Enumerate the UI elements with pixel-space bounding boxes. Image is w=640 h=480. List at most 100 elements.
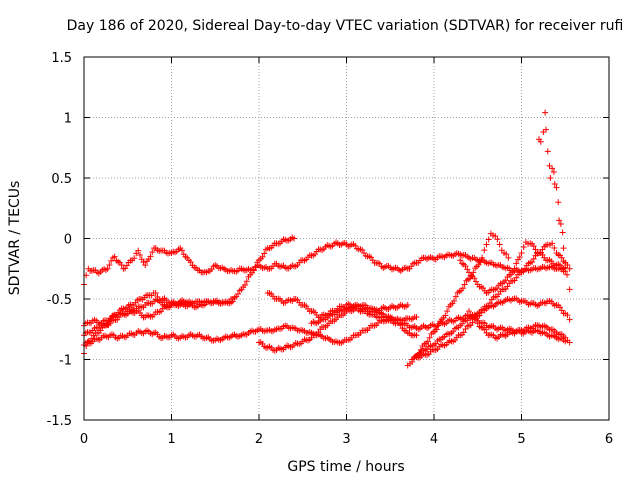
data-point xyxy=(464,266,471,273)
data-point xyxy=(513,274,520,281)
data-point xyxy=(243,278,250,285)
data-point xyxy=(557,304,563,311)
data-point xyxy=(474,320,481,327)
data-point xyxy=(417,346,424,353)
data-point xyxy=(452,293,459,300)
data-point xyxy=(492,233,499,240)
y-tick-label: 1 xyxy=(64,112,72,127)
data-point xyxy=(503,251,510,258)
data-point xyxy=(466,308,472,315)
data-point xyxy=(179,247,185,254)
data-point xyxy=(558,254,565,261)
data-point xyxy=(108,257,115,264)
data-point xyxy=(532,246,539,253)
data-point xyxy=(479,254,486,261)
data-point xyxy=(131,255,138,262)
data-point xyxy=(556,217,563,224)
data-point xyxy=(560,245,567,252)
data-point xyxy=(557,220,564,227)
data-point xyxy=(424,338,431,345)
data-point xyxy=(252,263,259,270)
data-point xyxy=(566,316,573,323)
y-tick-label: -1 xyxy=(59,354,72,369)
data-point xyxy=(104,265,111,272)
data-point xyxy=(547,175,554,181)
data-point xyxy=(516,254,523,261)
y-tick-label: -0.5 xyxy=(47,293,72,308)
chart-title: Day 186 of 2020, Sidereal Day-to-day VTE… xyxy=(67,18,624,34)
data-points xyxy=(81,109,573,369)
data-point xyxy=(543,126,549,133)
y-tick-label: 1.5 xyxy=(51,51,72,66)
data-point xyxy=(537,138,544,145)
data-point xyxy=(487,300,493,307)
data-point xyxy=(522,265,528,272)
data-point xyxy=(235,290,241,297)
data-point xyxy=(123,262,130,269)
data-point xyxy=(413,332,420,339)
data-point xyxy=(433,326,440,333)
data-point xyxy=(259,253,266,260)
data-point xyxy=(513,260,520,267)
data-point xyxy=(397,322,404,329)
data-point xyxy=(566,286,573,293)
data-point xyxy=(509,269,516,276)
data-point xyxy=(502,277,509,284)
y-tick-label: 0 xyxy=(64,233,72,248)
data-point xyxy=(551,181,558,188)
data-point xyxy=(250,267,257,274)
data-point xyxy=(504,283,511,290)
data-point xyxy=(477,259,484,266)
data-point xyxy=(544,148,551,155)
data-point xyxy=(518,250,525,257)
data-point xyxy=(111,253,118,260)
data-point xyxy=(442,312,449,319)
data-point xyxy=(505,254,512,261)
data-point xyxy=(413,314,420,321)
y-axis-label: SDTVAR / TECUs xyxy=(7,181,23,296)
data-point xyxy=(485,236,492,243)
data-point xyxy=(186,298,192,305)
data-point xyxy=(555,199,562,206)
data-point xyxy=(451,297,458,304)
data-point xyxy=(529,259,535,266)
data-point xyxy=(530,255,537,262)
x-tick-label: 0 xyxy=(80,432,88,447)
y-tick-label: 0.5 xyxy=(51,172,72,187)
data-point xyxy=(426,334,433,341)
data-point xyxy=(435,322,442,329)
data-point xyxy=(242,281,248,288)
data-point xyxy=(135,247,142,254)
data-point xyxy=(404,302,411,309)
data-point xyxy=(564,271,570,278)
data-point xyxy=(520,244,527,251)
x-tick-label: 6 xyxy=(605,432,613,447)
data-point xyxy=(261,250,268,257)
data-point xyxy=(187,259,194,266)
data-point xyxy=(291,235,297,242)
data-point xyxy=(551,245,558,252)
data-point xyxy=(530,243,537,250)
data-point xyxy=(549,240,556,247)
data-point xyxy=(461,281,468,288)
data-point xyxy=(566,265,573,272)
data-point xyxy=(462,263,469,270)
data-point xyxy=(147,253,154,260)
data-point xyxy=(550,168,557,175)
data-point xyxy=(559,229,566,236)
data-point xyxy=(459,285,466,292)
data-point xyxy=(481,326,488,333)
data-point xyxy=(471,275,478,282)
data-point xyxy=(106,262,113,269)
data-point xyxy=(457,257,464,264)
data-point xyxy=(149,249,156,256)
data-point xyxy=(520,268,527,275)
data-point xyxy=(469,319,476,326)
data-point xyxy=(562,259,569,266)
data-point xyxy=(118,261,125,268)
data-point xyxy=(409,358,416,365)
data-point xyxy=(460,329,467,336)
data-point xyxy=(553,184,560,191)
data-point xyxy=(564,312,571,319)
